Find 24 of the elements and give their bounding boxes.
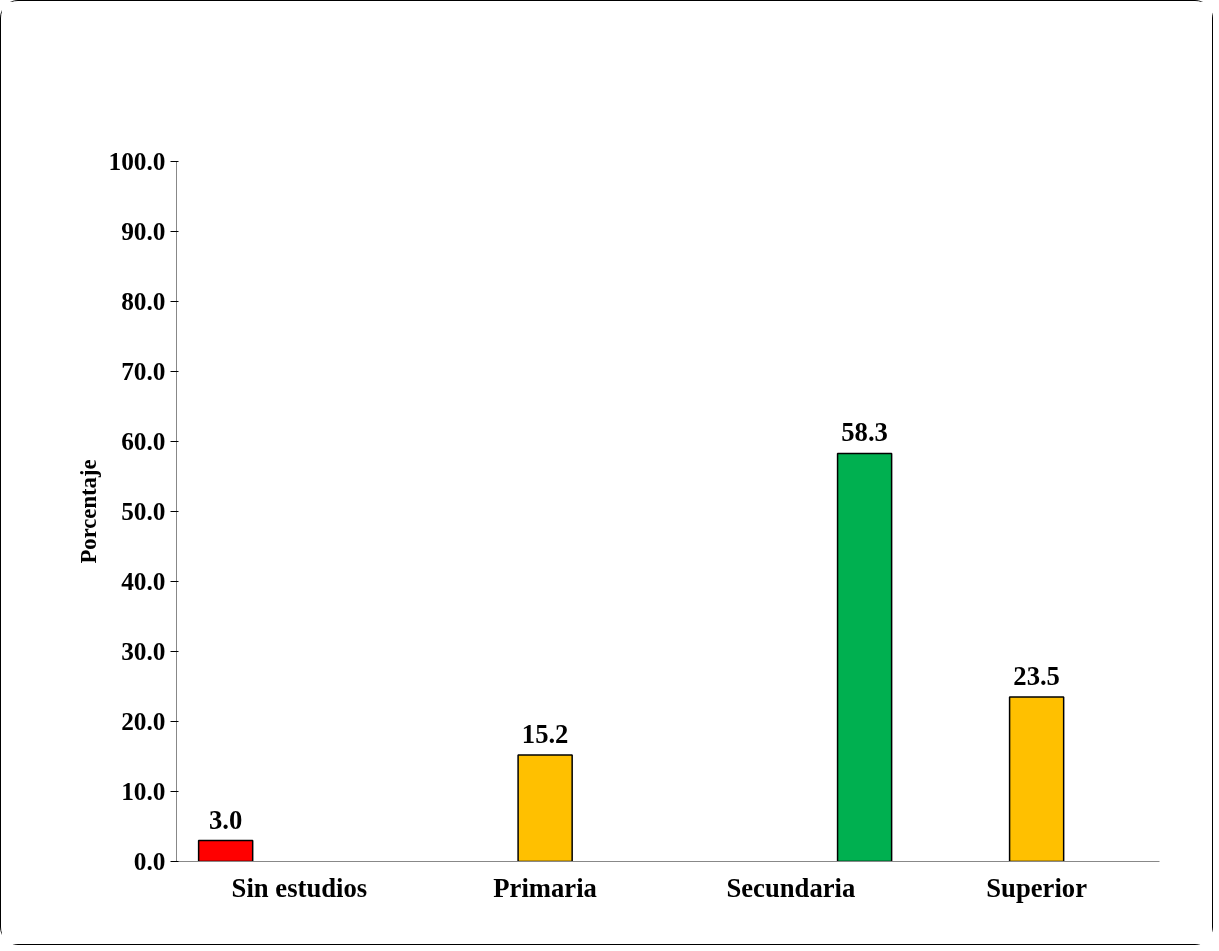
y-tick-label: 20.0 xyxy=(121,707,166,735)
y-tick-label: 70.0 xyxy=(121,357,166,385)
y-tick-label: 0.0 xyxy=(133,847,166,875)
data-label: 15.2 xyxy=(521,719,569,750)
y-tick-label: 90.0 xyxy=(121,217,166,245)
x-tick-label: Secundaria xyxy=(726,872,856,903)
y-tick-label: 80.0 xyxy=(121,287,166,315)
y-tick-label: 100.0 xyxy=(108,147,166,175)
y-tick-label: 50.0 xyxy=(121,497,166,525)
bar xyxy=(836,452,893,862)
bar xyxy=(197,839,254,862)
y-tick-label: 30.0 xyxy=(121,637,166,665)
data-label: 58.3 xyxy=(841,417,888,448)
x-tick-label: Primaria xyxy=(493,872,597,903)
bar xyxy=(1008,696,1065,862)
bar xyxy=(517,754,573,862)
y-tick-label: 60.0 xyxy=(121,427,166,455)
y-tick-label: 10.0 xyxy=(121,777,166,805)
y-tick-label: 40.0 xyxy=(121,567,166,595)
x-tick-label: Sin estudios xyxy=(231,872,368,903)
x-tick-label: Superior xyxy=(986,872,1088,903)
data-label: 3.0 xyxy=(208,804,243,835)
data-label: 23.5 xyxy=(1013,661,1060,691)
y-axis-title: Porcentaje xyxy=(75,459,101,564)
